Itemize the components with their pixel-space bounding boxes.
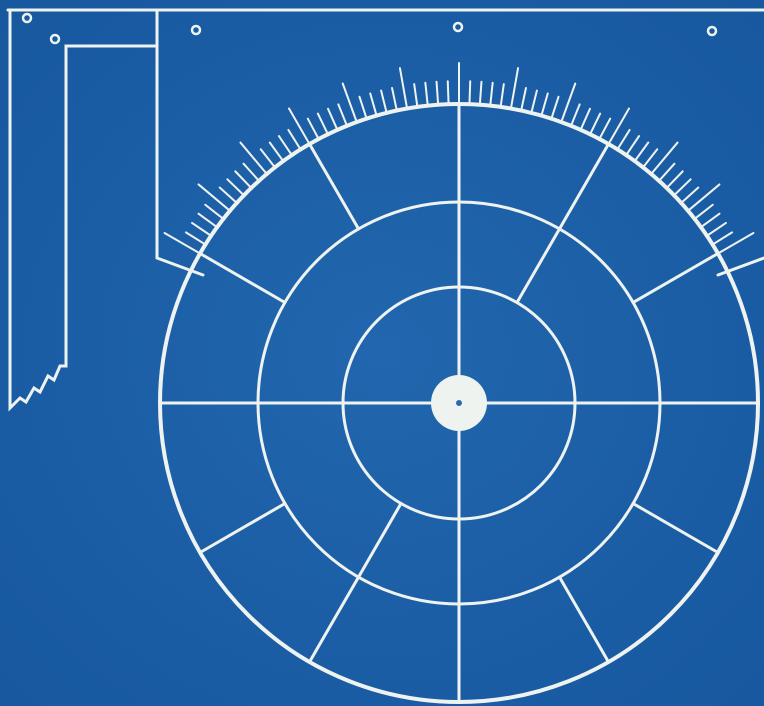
tick [277,135,294,157]
outer-spoke [308,575,360,664]
tick [672,178,692,197]
tick [550,95,560,121]
middle-spoke [357,501,403,579]
tick [569,103,581,128]
hole [452,21,464,33]
tick [380,89,388,115]
tick [191,221,213,238]
tick [163,232,202,255]
tick [226,178,246,197]
tick [358,95,368,121]
tick [588,112,602,137]
scale-ticks [163,62,755,255]
hole [49,33,61,45]
tick [204,203,226,221]
outer-spoke [308,142,360,231]
tick [413,83,419,109]
tick [398,67,409,111]
tick [268,141,285,163]
hub-pin [456,400,462,406]
outer-spoke [558,142,610,231]
tick [468,80,472,107]
tick [624,135,641,157]
tick [424,81,429,108]
tick [633,141,650,163]
tick [446,80,450,107]
hole [190,24,202,36]
hole [706,25,718,37]
tick [579,107,591,132]
tick [615,128,631,152]
outer-spoke [631,502,720,554]
tick [716,232,755,255]
tick [391,87,399,113]
tick [679,186,700,205]
left-bracket [8,8,157,412]
tick [540,92,549,118]
tick [657,162,676,183]
panel-left-edge [155,8,205,277]
tick [306,117,321,141]
tick [665,170,684,190]
tick [341,82,359,124]
outer-spoke [558,575,610,664]
tick [686,183,721,213]
tick [337,103,349,128]
tick [218,186,239,205]
tick [692,203,714,221]
spokes [198,142,720,664]
tick [607,107,630,146]
hole [21,12,33,24]
tick [699,212,721,229]
tick [242,162,261,183]
tick [597,117,612,141]
outer-spoke [198,502,287,554]
tick [710,231,734,247]
tick [197,212,219,229]
tick [287,128,303,152]
tick [519,87,527,113]
tick [641,148,659,170]
tick [649,141,679,176]
tick [327,107,339,132]
tick [489,81,494,108]
tick [184,231,208,247]
tick [499,83,505,109]
tick [288,107,311,146]
tick [234,170,253,190]
tick [478,80,483,107]
tick [435,80,440,107]
tick [259,148,277,170]
tick [197,183,232,213]
tick [369,92,378,118]
tick [705,221,727,238]
middle-spoke [515,227,561,305]
tick [316,112,330,137]
outer-spoke [198,252,287,304]
tick [509,67,520,111]
tick [239,141,269,176]
outer-spoke [631,252,720,304]
tick [530,89,538,115]
tick [559,82,577,124]
